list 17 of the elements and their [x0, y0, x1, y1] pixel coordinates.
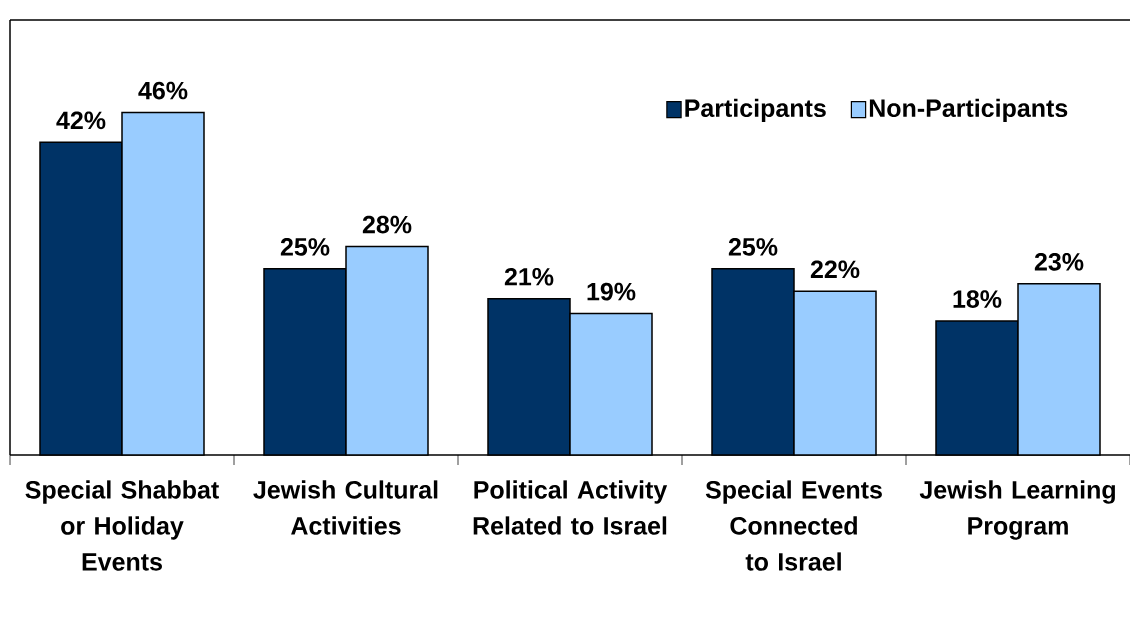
data-label: 25%: [280, 238, 330, 256]
data-label: 28%: [362, 215, 412, 234]
x-tick-label: Political Activity Related to Israel: [473, 480, 668, 535]
data-label: 25%: [728, 238, 778, 256]
data-label: 19%: [587, 282, 636, 301]
x-tick-label: Jewish Learning Program: [919, 480, 1115, 540]
legend-label: Non-Participants: [869, 98, 1068, 122]
legend-label: Participants: [685, 98, 826, 122]
data-label: 42%: [56, 111, 106, 130]
data-label: 23%: [1034, 252, 1084, 271]
x-tick-label: Special Shabbat or Holiday Events: [25, 480, 219, 571]
x-tick-label: Jewish Cultural Activities: [253, 480, 438, 535]
data-label: 21%: [504, 267, 554, 286]
x-tick-label: Special Events Connected to Israel: [705, 480, 882, 571]
data-label: 18%: [953, 290, 1002, 308]
data-label: 46%: [138, 81, 188, 100]
data-label: 22%: [810, 260, 860, 279]
